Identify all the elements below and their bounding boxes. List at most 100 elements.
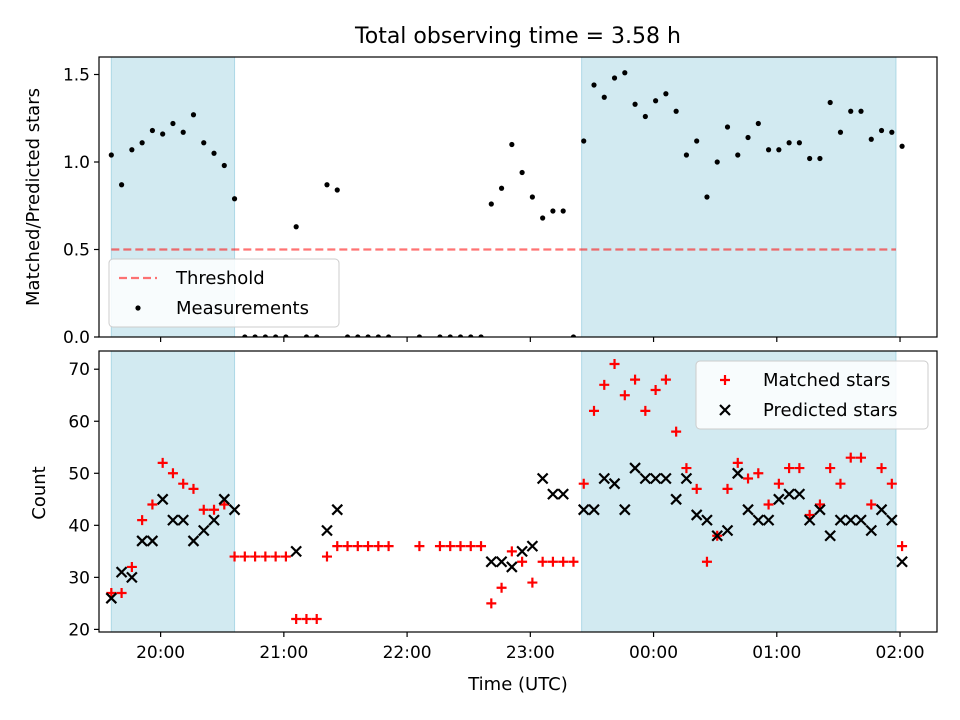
predicted-star-point: [557, 488, 569, 500]
predicted-star-point: [619, 503, 631, 516]
measurement-point: [591, 82, 597, 88]
predicted-star-point: [824, 529, 836, 542]
y-tick-label: 50: [68, 464, 90, 484]
measurement-point: [735, 152, 741, 158]
measurement-point: [683, 152, 690, 158]
y-tick-label: 1.5: [63, 66, 90, 86]
matched-star-point: [311, 613, 322, 624]
matched-star-point: [691, 483, 702, 494]
x-tick-label: 00:00: [629, 643, 678, 663]
predicted-star-point: [783, 488, 795, 500]
measurement-point: [468, 334, 474, 337]
predicted-star-point: [598, 472, 611, 485]
predicted-star-point: [680, 472, 693, 485]
measurement-point: [899, 143, 905, 149]
predicted-star-point: [547, 488, 559, 500]
measurement-point: [211, 150, 217, 156]
measurement-point: [837, 129, 844, 135]
measurement-point: [570, 334, 577, 337]
measurement-point: [611, 75, 618, 81]
predicted-star-point: [167, 514, 179, 526]
matched-star-point: [126, 561, 137, 572]
matched-star-point: [434, 541, 445, 552]
matched-star-point: [147, 499, 158, 510]
measurement-point: [129, 147, 135, 153]
measurement-point: [786, 140, 792, 146]
matched-star-point: [229, 551, 240, 562]
matched-star-point: [167, 468, 178, 479]
y-tick-label: 0.5: [63, 241, 90, 261]
matched-star-point: [814, 499, 825, 510]
matched-star-point: [301, 613, 312, 624]
matched-star-point: [517, 556, 528, 567]
matched-star-point: [886, 478, 897, 489]
measurement-point: [365, 334, 371, 337]
predicted-star-point: [660, 472, 672, 485]
measurement-point: [437, 334, 443, 337]
measurement-point: [550, 208, 556, 214]
measurement-point: [252, 334, 258, 337]
x-tick-label: 02:00: [876, 643, 925, 663]
matched-star-point: [722, 483, 733, 494]
predicted-star-point: [639, 472, 652, 485]
matched-star-point: [630, 374, 641, 385]
matched-star-point: [784, 463, 795, 474]
matched-star-point: [270, 551, 281, 562]
measurement-point: [447, 334, 453, 337]
matched-star-point: [209, 504, 220, 515]
matched-star-point: [671, 426, 682, 437]
predicted-star-point: [105, 592, 118, 604]
matched-star-point: [373, 541, 384, 552]
matched-star-point: [198, 504, 209, 515]
measurement-point: [581, 138, 587, 144]
predicted-star-point: [136, 535, 148, 547]
matched-star-point: [650, 385, 661, 396]
chart-title: Total observing time = 3.58 h: [354, 24, 681, 49]
measurement-point: [858, 108, 864, 114]
measurement-point: [848, 108, 854, 114]
measurement-point: [488, 201, 494, 207]
matched-star-point: [753, 468, 764, 479]
matched-star-point: [157, 457, 168, 468]
predicted-star-point: [896, 555, 908, 568]
predicted-star-point: [793, 488, 806, 500]
measurement-point: [714, 159, 720, 165]
predicted-star-point: [608, 477, 621, 490]
matched-star-point: [445, 541, 456, 552]
matched-star-point: [455, 541, 466, 552]
predicted-star-point: [485, 555, 498, 568]
predicted-star-point: [321, 524, 333, 537]
y-tick-label: 1.0: [63, 153, 90, 173]
measurement-point: [560, 208, 566, 214]
bottom-y-axis-label: Count: [29, 466, 50, 519]
predicted-star-point: [690, 509, 703, 521]
measurement-point: [827, 99, 833, 106]
matched-star-point: [527, 577, 538, 588]
matched-star-point: [845, 452, 856, 463]
matched-star-point: [866, 499, 877, 510]
matched-star-point: [825, 463, 836, 474]
predicted-star-point: [208, 514, 220, 526]
matched-star-point: [363, 541, 374, 552]
measurement-point: [149, 127, 156, 134]
measurement-point: [529, 194, 535, 200]
matched-star-point: [496, 582, 507, 593]
measurement-point: [344, 334, 351, 337]
legend: Matched stars Predicted stars: [695, 360, 929, 430]
matched-star-point: [588, 405, 599, 416]
predicted-star-point: [228, 503, 241, 516]
measurement-point: [817, 155, 823, 162]
predicted-star-point: [126, 571, 138, 584]
matched-star-point: [116, 587, 127, 598]
predicted-star-point: [814, 503, 826, 516]
predicted-star-point: [536, 472, 549, 485]
matched-star-point: [414, 541, 425, 552]
measurement-point: [889, 129, 895, 135]
measurement-point: [642, 113, 648, 120]
measurement-point: [765, 147, 772, 153]
matched-star-point: [537, 556, 548, 567]
matched-star-point: [486, 598, 497, 609]
shaded-interval: [581, 57, 897, 337]
plot-frame: [98, 56, 938, 338]
matched-star-point: [568, 556, 579, 567]
